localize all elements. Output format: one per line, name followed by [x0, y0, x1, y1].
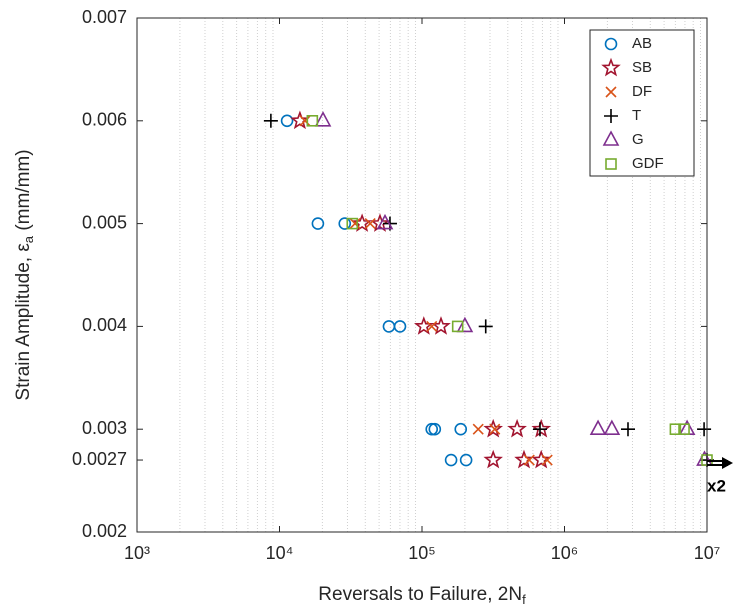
y-axis-label-unit: (mm/mm)	[13, 149, 34, 236]
x-tick-label: 10⁷	[694, 543, 721, 563]
point	[290, 110, 310, 130]
y-tick-label: 0.006	[82, 110, 127, 130]
point	[428, 422, 442, 436]
legend-marker	[602, 130, 620, 146]
legend-label: T	[632, 107, 641, 124]
point	[603, 419, 621, 435]
legend-label: G	[632, 131, 644, 148]
legend-label: DF	[632, 83, 652, 100]
point	[669, 423, 682, 436]
point	[451, 320, 464, 333]
point	[306, 115, 319, 127]
point	[314, 111, 332, 127]
annotation: x2	[707, 476, 726, 495]
y-tick-label: 0.002	[82, 521, 127, 541]
x-tick-label: 10³	[124, 543, 150, 563]
point	[541, 454, 553, 466]
legend-marker	[605, 158, 617, 170]
point	[514, 449, 534, 469]
point	[620, 422, 635, 437]
point	[299, 115, 311, 127]
point	[678, 423, 690, 436]
point	[697, 422, 712, 437]
x-tick-label: 10⁴	[266, 543, 294, 563]
point	[444, 453, 458, 467]
y-axis-label-sub: a	[21, 235, 36, 243]
y-tick-label: 0.0027	[72, 449, 127, 469]
legend-label: GDF	[632, 155, 664, 172]
point	[426, 320, 438, 332]
point	[483, 449, 503, 469]
legend-label: SB	[632, 59, 652, 76]
marks	[263, 110, 714, 469]
runout-arrowhead	[722, 457, 733, 469]
point	[456, 316, 474, 333]
point	[483, 418, 503, 438]
x-tick-label: 10⁶	[551, 543, 578, 563]
legend: AB SB DF TG GDF	[589, 29, 695, 177]
y-tick-label: 0.005	[82, 212, 127, 232]
x-tick-label: 10⁵	[408, 543, 435, 563]
legend-label: AB	[632, 35, 652, 52]
point	[349, 218, 361, 230]
point	[531, 418, 551, 438]
point	[280, 114, 294, 128]
point	[478, 319, 493, 334]
x-axis-label: Reversals to Failure, 2Nf	[318, 584, 526, 607]
y-tick-label: 0.003	[82, 418, 127, 438]
y-tick-label: 0.007	[82, 7, 127, 27]
point	[370, 213, 390, 232]
point	[489, 423, 501, 435]
axes-box	[136, 17, 708, 533]
legend-marker	[604, 109, 618, 123]
point	[532, 422, 547, 437]
point	[263, 113, 278, 128]
point	[376, 213, 394, 230]
point	[338, 217, 352, 230]
x-axis-label-main: Reversals to Failure, 2N	[318, 584, 522, 605]
y-tick-label: 0.004	[82, 315, 127, 335]
y-axis-label: Strain Amplitude, εa (mm/mm)	[13, 149, 36, 400]
point	[454, 422, 468, 436]
point	[459, 453, 473, 467]
point	[523, 454, 535, 466]
legend-marker	[605, 86, 617, 98]
point	[589, 419, 607, 435]
point	[425, 422, 439, 436]
legend-box	[589, 29, 695, 177]
point	[507, 418, 527, 438]
point	[346, 217, 359, 230]
point	[531, 449, 551, 469]
y-axis-label-main: Strain Amplitude, ε	[13, 243, 34, 401]
legend-marker	[604, 37, 618, 51]
point	[364, 218, 376, 230]
point	[393, 320, 407, 333]
legend-marker	[601, 57, 621, 77]
x-axis-label-sub: f	[522, 592, 526, 607]
point	[472, 423, 484, 435]
point	[311, 217, 325, 230]
